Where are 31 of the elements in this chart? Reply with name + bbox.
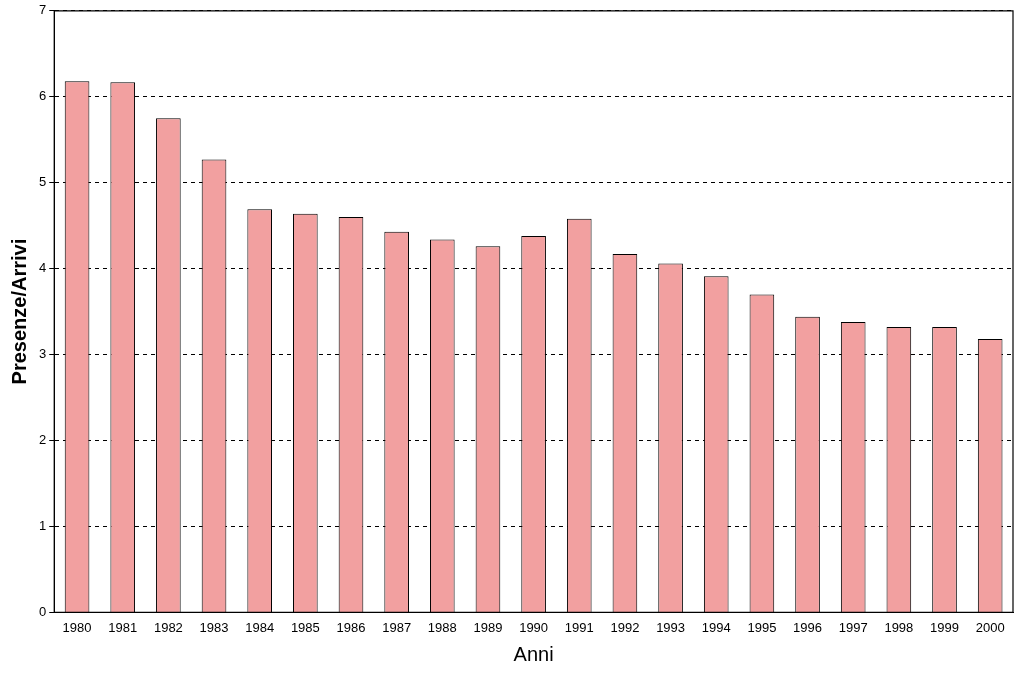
y-tick-label: 2 [39,432,47,448]
y-tick-label: 4 [39,260,47,276]
x-tick-label: 1999 [930,619,959,635]
x-tick-label: 1990 [519,619,549,635]
y-tick-label: 3 [39,346,47,362]
y-tick-label: 0 [39,603,47,619]
x-tick-label: 1989 [473,619,503,635]
x-tick-label: 1995 [747,619,777,635]
x-tick-label: 1984 [245,619,275,635]
x-tick-label: 2000 [975,619,1005,635]
x-tick-label: 1980 [62,619,92,635]
x-tick-label: 1993 [656,619,686,635]
x-tick-label: 1982 [153,619,183,635]
x-tick-label: 1997 [838,619,868,635]
y-tick-label: 6 [39,88,47,104]
y-axis-title: Presenze/Arrivi [7,238,30,385]
x-tick-label: 1987 [382,619,412,635]
x-tick-label: 1985 [290,619,320,635]
x-tick-label: 1983 [199,619,229,635]
y-tick-label: 1 [39,518,47,534]
x-tick-label: 1981 [108,619,138,635]
y-tick-label: 5 [39,174,47,190]
x-tick-label: 1998 [884,619,914,635]
y-tick-label: 7 [39,2,47,18]
x-axis-title: Anni [513,642,554,665]
x-tick-label: 1986 [336,619,366,635]
x-tick-label: 1994 [701,619,731,635]
x-tick-label: 1996 [793,619,823,635]
x-tick-label: 1992 [610,619,640,635]
x-tick-label: 1991 [564,619,594,635]
x-tick-label: 1988 [427,619,457,635]
